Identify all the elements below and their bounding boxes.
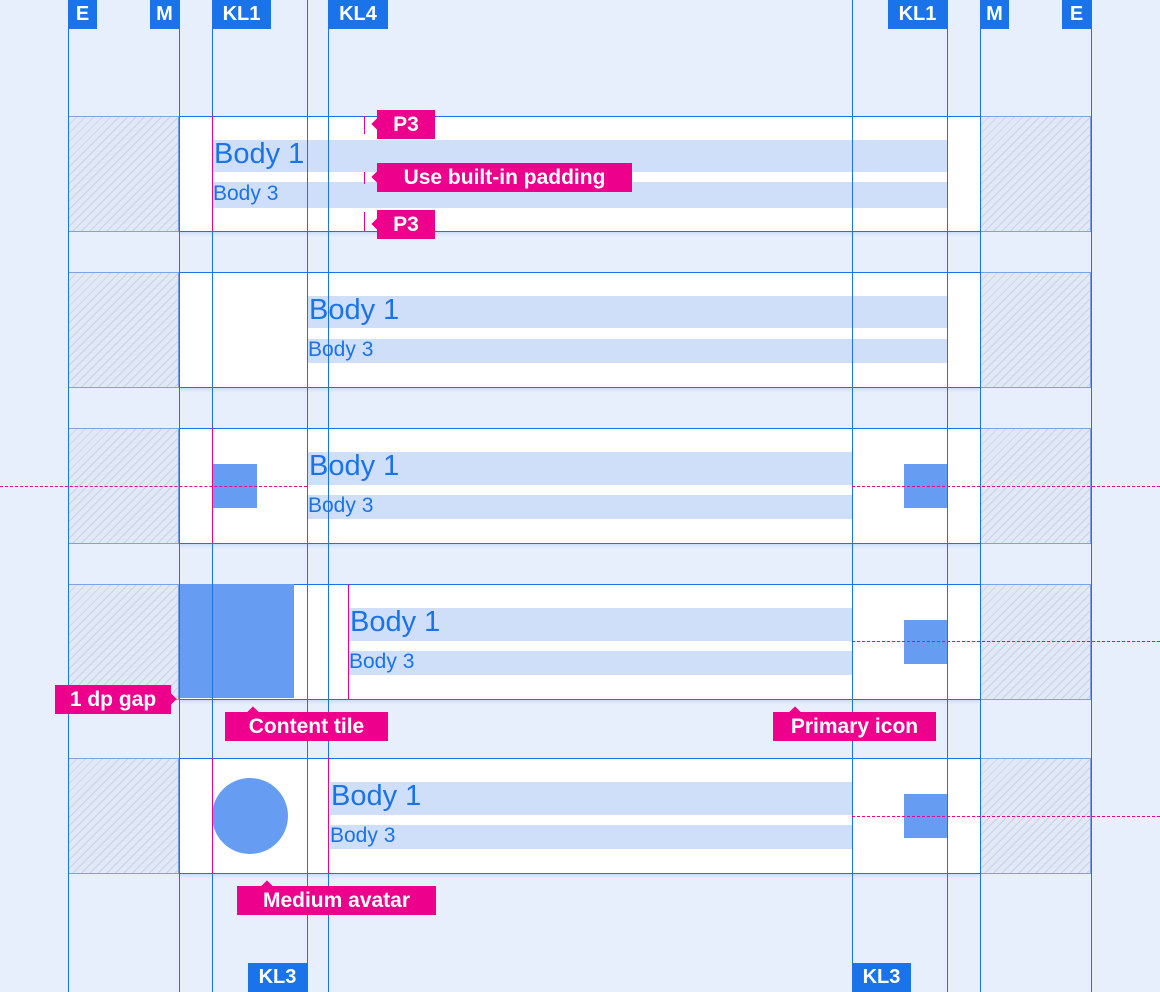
keyline-kl4	[328, 0, 329, 992]
alignment-line	[328, 758, 329, 873]
primary-icon-label: Primary icon	[773, 712, 936, 741]
gap-label: 1 dp gap	[55, 685, 171, 714]
primary-text: Body 1	[331, 780, 422, 812]
keyline-edge-left	[68, 0, 69, 992]
alignment-line	[212, 428, 213, 543]
content-tile	[179, 584, 294, 698]
medium-avatar-label: Medium avatar	[237, 886, 436, 915]
builtin-padding-label: Use built-in padding	[377, 163, 632, 192]
list-item	[179, 584, 980, 700]
p3-top-label: P3	[377, 110, 435, 139]
margin-hatch-right	[980, 584, 1091, 700]
primary-icon-placeholder	[904, 620, 947, 664]
primary-text: Body 1	[350, 606, 441, 638]
p3-marker	[364, 212, 365, 231]
list-item	[179, 428, 980, 544]
keyline-kl1-right	[947, 0, 948, 992]
margin-hatch-left	[68, 584, 179, 700]
keyline-label-e: E	[1062, 0, 1091, 29]
margin-hatch-right	[980, 272, 1091, 388]
text-bar-primary	[307, 296, 947, 328]
keyline-label-kl3: KL3	[248, 963, 307, 992]
primary-text: Body 1	[309, 450, 400, 482]
secondary-text: Body 3	[330, 824, 396, 847]
alignment-line	[348, 584, 349, 699]
primary-text: Body 1	[309, 294, 400, 326]
medium-avatar	[212, 778, 288, 854]
margin-hatch-right	[980, 116, 1091, 232]
alignment-line	[212, 758, 213, 873]
text-bar-secondary	[348, 651, 852, 675]
keyline-margin-right	[980, 0, 981, 992]
keyline-kl3-right	[852, 0, 853, 992]
content-tile-label: Content tile	[225, 712, 388, 741]
text-bar-primary	[307, 452, 852, 485]
text-bar-primary	[348, 608, 852, 641]
text-bar-secondary	[330, 825, 852, 849]
text-bar-secondary	[307, 495, 852, 519]
keyline-label-kl3: KL3	[852, 963, 911, 992]
keyline-edge-right	[1091, 0, 1092, 992]
margin-hatch-left	[68, 272, 179, 388]
alignment-line	[212, 116, 213, 231]
keyline-label-kl4: KL4	[328, 0, 388, 29]
keyline-label-m: M	[980, 0, 1009, 29]
keyline-label-kl1: KL1	[212, 0, 271, 29]
secondary-text: Body 3	[308, 494, 374, 517]
center-guide	[0, 486, 307, 487]
keyline-label-kl1: KL1	[888, 0, 947, 29]
p3-bottom-label: P3	[377, 210, 435, 239]
text-bar-primary	[330, 782, 852, 815]
keyline-margin-left	[179, 0, 180, 992]
secondary-text: Body 3	[349, 650, 415, 673]
primary-text: Body 1	[214, 138, 305, 170]
margin-hatch-left	[68, 116, 179, 232]
list-item	[179, 272, 980, 388]
keyline-label-e: E	[68, 0, 97, 29]
keyline-label-m: M	[150, 0, 179, 29]
p3-marker	[364, 116, 365, 134]
secondary-text: Body 3	[308, 338, 374, 361]
center-guide	[852, 816, 1160, 817]
padding-marker	[364, 172, 365, 184]
keyline-kl3-left	[307, 0, 308, 992]
list-item	[179, 758, 980, 874]
secondary-text: Body 3	[213, 182, 279, 205]
center-guide	[852, 641, 1160, 642]
text-bar-secondary	[307, 339, 947, 363]
center-guide	[852, 486, 1160, 487]
margin-hatch-left	[68, 758, 179, 874]
